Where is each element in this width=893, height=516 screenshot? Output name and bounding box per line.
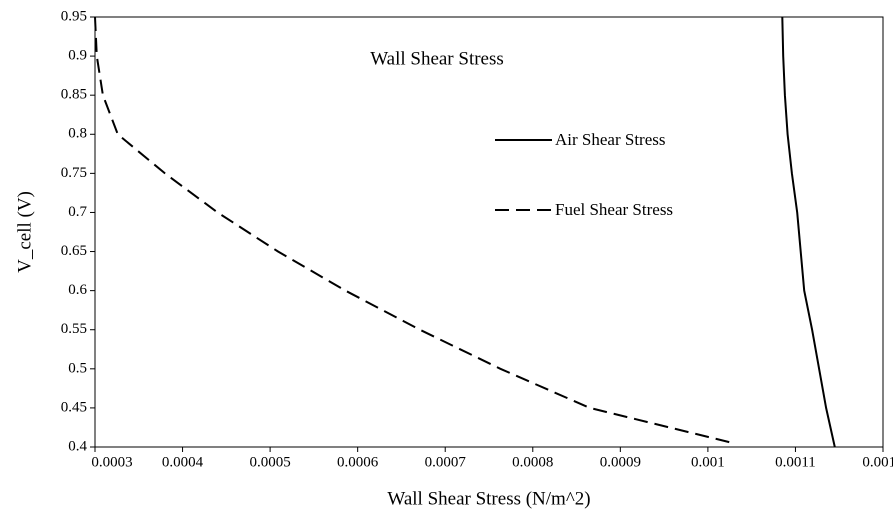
y-tick-label: 0.7 [68, 204, 87, 220]
x-tick-label: 0.0011 [775, 454, 816, 470]
y-tick-label: 0.65 [61, 243, 87, 259]
y-axis-label: V_cell (V) [14, 191, 35, 273]
y-tick-label: 0.45 [61, 399, 87, 415]
x-axis-label: Wall Shear Stress (N/m^2) [387, 488, 590, 509]
x-tick-label: 0.0003 [91, 454, 132, 470]
legend-label: Fuel Shear Stress [555, 200, 673, 219]
y-tick-label: 0.4 [68, 438, 87, 454]
series-line [781, 16, 836, 448]
x-tick-label: 0.001 [691, 454, 725, 470]
y-tick-label: 0.6 [68, 282, 87, 298]
x-tick-label: 0.0005 [249, 454, 290, 470]
y-tick-label: 0.9 [68, 48, 87, 64]
y-tick-label: 0.8 [68, 126, 87, 142]
y-tick-label: 0.5 [68, 360, 87, 376]
y-tick-label: 0.85 [61, 87, 87, 103]
x-tick-label: 0.0006 [337, 454, 379, 470]
y-tick-label: 0.55 [61, 321, 87, 337]
legend-label: Air Shear Stress [555, 130, 665, 149]
x-tick-label: 0.0009 [600, 454, 641, 470]
series-line [94, 16, 734, 445]
y-tick-label: 0.75 [61, 165, 87, 181]
y-tick-label: 0.95 [61, 8, 87, 24]
x-tick-label: 0.0007 [425, 454, 467, 470]
x-tick-label: 0.0012 [862, 454, 893, 470]
plot-frame [94, 16, 884, 448]
x-tick-label: 0.0008 [512, 454, 553, 470]
x-tick-label: 0.0004 [162, 454, 204, 470]
chart-title: Wall Shear Stress [370, 48, 504, 69]
